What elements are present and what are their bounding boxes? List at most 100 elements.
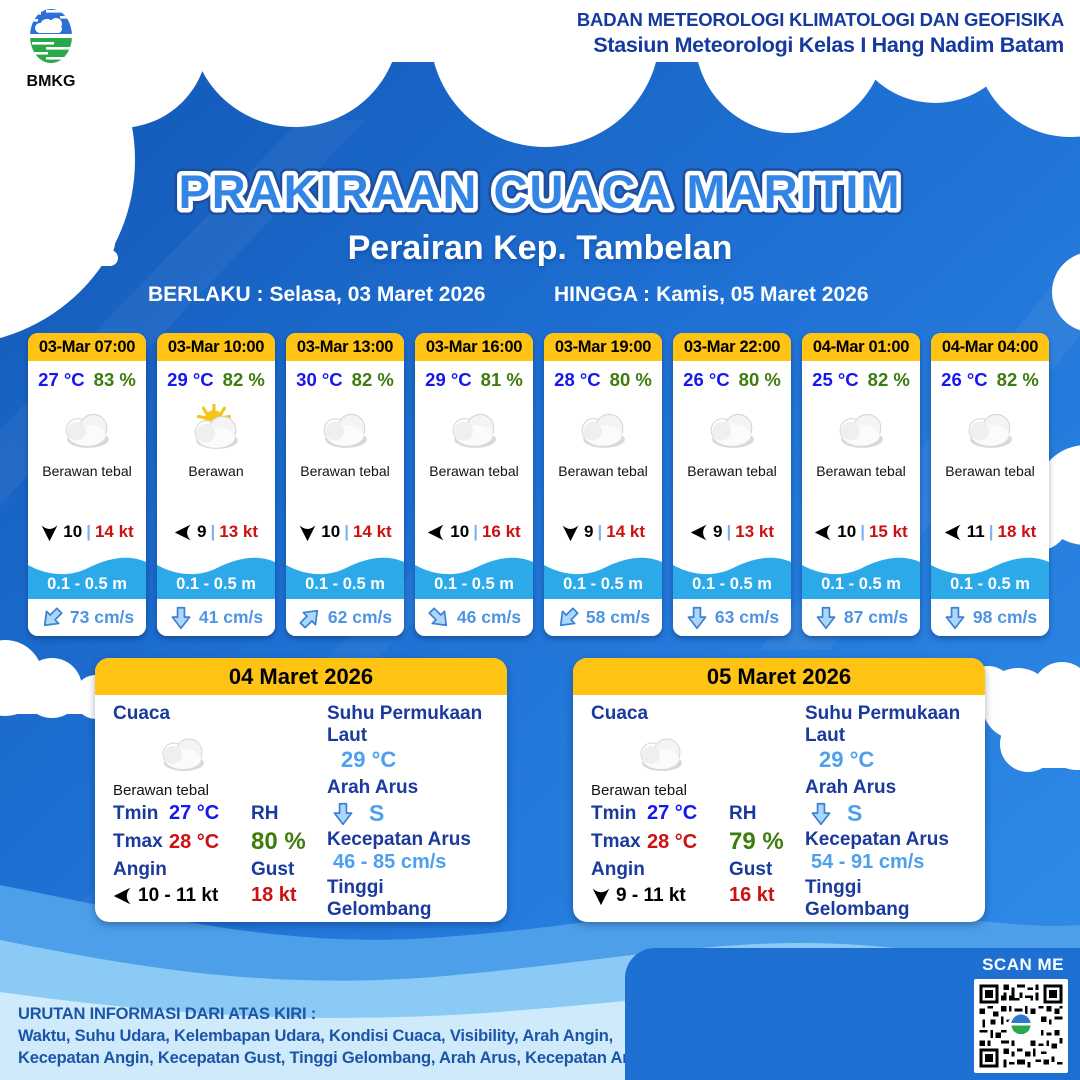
- sst-label: Suhu Permukaan Laut: [327, 703, 483, 746]
- current-info: 41 cm/s: [157, 599, 275, 636]
- weather-description: Berawan tebal: [42, 463, 132, 479]
- current-direction-icon: [814, 606, 838, 630]
- wave-shape: [286, 557, 404, 599]
- weather-description: Berawan tebal: [429, 463, 519, 479]
- rh-value: 79 %: [729, 828, 784, 855]
- gust-speed: 14 kt: [94, 522, 134, 541]
- current-direction-row: S: [331, 800, 493, 827]
- hourly-forecast-card: 03-Mar 13:00 30 °C 82 % Berawan tebal 10…: [286, 333, 404, 636]
- wave-height: 0.1 - 0.5 m: [434, 575, 514, 593]
- wind-direction-icon: [591, 886, 611, 906]
- region-subtitle: Perairan Kep. Tambelan: [347, 229, 733, 267]
- temp-humidity-row: 30 °C 82 %: [286, 369, 404, 391]
- wind-speed: 9: [584, 522, 594, 541]
- wind-direction-icon: [944, 523, 963, 542]
- poster-title: PRAKIRAAN CUACA MARITIM PRAKIRAAN CUACA …: [0, 152, 1080, 235]
- current-range: 46 - 85 cm/s: [333, 851, 447, 873]
- wind-value-row: 10 - 11 kt: [113, 885, 251, 907]
- weather-icon: [28, 395, 146, 461]
- current-speed: 87 cm/s: [843, 607, 909, 627]
- weather-icon: [286, 395, 404, 461]
- air-temperature: 28 °C: [554, 369, 601, 390]
- tmax-label: Tmax: [591, 831, 641, 852]
- wind-range: 9 - 11 kt: [616, 884, 686, 906]
- wave-height: 0.1 - 0.5 m: [563, 575, 643, 593]
- weather-icon: [629, 729, 693, 775]
- cuaca-label: Cuaca: [113, 703, 171, 724]
- current-info: 87 cm/s: [802, 599, 920, 636]
- cuaca-label: Cuaca: [591, 703, 649, 724]
- daily-date: 05 Maret 2026: [573, 658, 985, 695]
- valid-until: HINGGA : Kamis, 05 Maret 2026: [554, 283, 869, 307]
- gust-speed: 14 kt: [352, 522, 392, 541]
- current-speed: 58 cm/s: [585, 607, 651, 627]
- station-name: Stasiun Meteorologi Kelas I Hang Nadim B…: [593, 33, 1064, 58]
- wind-direction-icon: [427, 523, 446, 542]
- rh-label: RH: [729, 802, 757, 824]
- tinggi-gelombang-label: Tinggi Gelombang: [805, 877, 910, 920]
- current-direction-icon: [35, 601, 69, 635]
- current-direction-letter: S: [847, 800, 863, 826]
- separator: |: [597, 522, 603, 541]
- tmax-value: 28 °C: [647, 830, 698, 853]
- current-direction-icon: [809, 802, 833, 826]
- current-info: 63 cm/s: [673, 599, 791, 636]
- wave-shape: [157, 557, 275, 599]
- current-info: 58 cm/s: [544, 599, 662, 636]
- wind-speed: 10: [837, 522, 857, 541]
- weather-description: Berawan tebal: [300, 463, 390, 479]
- gust-label: Gust: [251, 859, 295, 880]
- forecast-time: 04-Mar 01:00: [802, 333, 920, 361]
- temp-humidity-row: 27 °C 83 %: [28, 369, 146, 391]
- wave-shape: [802, 557, 920, 599]
- weather-description: Berawan tebal: [816, 463, 906, 479]
- weather-description: Berawan tebal: [687, 463, 777, 479]
- wind-info: 10 | 16 kt: [415, 522, 533, 542]
- current-range: 54 - 91 cm/s: [811, 851, 925, 873]
- wave-height-band: 0.1 - 0.5 m: [157, 547, 275, 599]
- air-temperature: 26 °C: [941, 369, 988, 390]
- wind-info: 10 | 14 kt: [286, 522, 404, 542]
- gust-value: 16 kt: [729, 884, 775, 906]
- hourly-forecast-card: 03-Mar 07:00 27 °C 83 % Berawan tebal 10…: [28, 333, 146, 636]
- gust-value: 18 kt: [251, 884, 297, 906]
- relative-humidity: 81 %: [480, 369, 523, 390]
- rh-label: RH: [251, 802, 279, 824]
- wind-info: 10 | 15 kt: [802, 522, 920, 542]
- air-temperature: 25 °C: [812, 369, 859, 390]
- wave-height-band: 0.1 - 0.5 m: [544, 547, 662, 599]
- weather-icon: [151, 729, 215, 775]
- forecast-time: 03-Mar 13:00: [286, 333, 404, 361]
- current-speed: 73 cm/s: [69, 607, 135, 627]
- wave-height-band: 0.1 - 0.5 m: [286, 547, 404, 599]
- forecast-time: 03-Mar 22:00: [673, 333, 791, 361]
- wind-direction-icon: [174, 523, 193, 542]
- tmin-label: Tmin: [591, 802, 637, 824]
- sst-label: Suhu Permukaan Laut: [805, 703, 961, 746]
- angin-label: Angin: [591, 859, 645, 880]
- hingga-label: HINGGA :: [554, 283, 651, 306]
- weather-description: Berawan tebal: [591, 782, 687, 799]
- temp-humidity-row: 28 °C 80 %: [544, 369, 662, 391]
- current-direction-icon: [331, 802, 355, 826]
- wave-shape: [415, 557, 533, 599]
- current-speed: 98 cm/s: [972, 607, 1038, 627]
- separator: |: [726, 522, 732, 541]
- wave-height-band: 0.1 - 0.5 m: [673, 547, 791, 599]
- berlaku-label: BERLAKU :: [148, 283, 264, 306]
- info-order-line3: Kecepatan Angin, Kecepatan Gust, Tinggi …: [18, 1048, 648, 1067]
- wave-height: 0.1 - 0.5 m: [305, 575, 385, 593]
- tmax-label: Tmax: [113, 831, 163, 852]
- hourly-forecast-card: 03-Mar 22:00 26 °C 80 % Berawan tebal 9 …: [673, 333, 791, 636]
- info-order-note: URUTAN INFORMASI DARI ATAS KIRI : Waktu,…: [18, 1004, 648, 1069]
- temp-humidity-row: 26 °C 80 %: [673, 369, 791, 391]
- wind-direction-icon: [113, 886, 133, 906]
- temp-humidity-row: 26 °C 82 %: [931, 369, 1049, 391]
- weather-icon: [544, 395, 662, 461]
- weather-description: Berawan tebal: [113, 782, 209, 799]
- relative-humidity: 83 %: [93, 369, 136, 390]
- sst-value: 29 °C: [819, 747, 875, 772]
- relative-humidity: 82 %: [867, 369, 910, 390]
- temp-humidity-row: 25 °C 82 %: [802, 369, 920, 391]
- separator: |: [860, 522, 865, 541]
